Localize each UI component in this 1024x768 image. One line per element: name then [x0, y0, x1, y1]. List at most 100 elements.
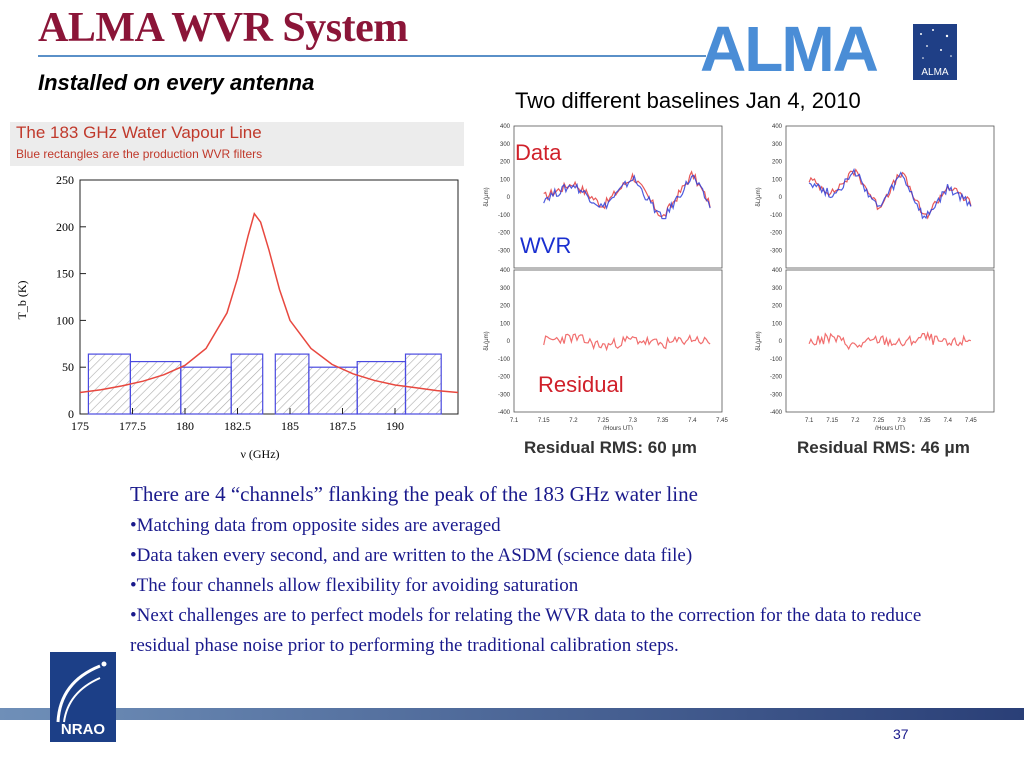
y-axis-label: δL(μm): [484, 331, 490, 350]
y-tick-label: 400: [500, 268, 511, 274]
y-tick-label: 300: [772, 142, 783, 148]
y-tick-label: -100: [498, 213, 511, 219]
y-tick-label: -300: [770, 392, 783, 398]
nrao-logo-label: NRAO: [61, 721, 105, 738]
y-tick-label: 250: [56, 173, 74, 187]
y-tick-label: 100: [500, 177, 511, 183]
bullet-item: •Matching data from opposite sides are a…: [130, 515, 501, 536]
timeseries-group: [543, 167, 972, 352]
y-tick-label: 0: [507, 339, 511, 345]
chart-caption: Blue rectangles are the production WVR f…: [16, 147, 262, 161]
alma-badge-label: ALMA: [921, 67, 949, 78]
chart-title-band: [10, 122, 464, 166]
y-axis-label: δL(μm): [484, 187, 490, 206]
wvr-filter-rect: [308, 366, 358, 415]
panel-data-wvr-right: [785, 125, 995, 269]
x-tick-label: 7.2: [569, 418, 578, 424]
wvr-filter-rect: [129, 360, 182, 415]
panel-data-wvr-left: [513, 125, 723, 269]
bullet-item: •The four channels allow flexibility for…: [130, 575, 579, 596]
page-number: 37: [893, 726, 909, 742]
y-tick-label: 300: [500, 286, 511, 292]
baselines-heading: Two different baselines Jan 4, 2010: [515, 88, 861, 113]
x-axis-label: (Hours UT): [603, 426, 633, 430]
y-axis-label: T_b (K): [15, 281, 29, 320]
x-tick-label: 7.35: [657, 418, 669, 424]
series-line-residual: [808, 331, 972, 351]
alma-logo-text: ALMA: [700, 13, 879, 85]
x-tick-label: 7.45: [716, 418, 728, 424]
y-tick-label: 400: [772, 268, 783, 274]
phase-data-panels: 7.1 7.15 7.2 7.25 7.3 7.35 7.4 7.45 -300 -200 -100…: [484, 124, 995, 430]
x-tick-label: 7.4: [944, 418, 953, 424]
x-tick-label: 7.25: [597, 418, 609, 424]
y-tick-label: 0: [779, 339, 783, 345]
wvr-filter-rect: [404, 353, 442, 415]
wvr-filter-rect: [180, 366, 232, 415]
y-tick-label: -100: [770, 213, 783, 219]
panel-residual-right: [785, 269, 995, 413]
y-tick-label: -100: [770, 357, 783, 363]
y-tick-label: 100: [772, 177, 783, 183]
y-tick-label: 0: [779, 195, 783, 201]
y-tick-label: -400: [498, 410, 511, 416]
x-tick-label: 185: [281, 419, 299, 433]
wvr-filter-rect: [356, 360, 407, 415]
y-tick-label: 100: [772, 321, 783, 327]
y-tick-label: 200: [772, 304, 783, 310]
x-tick-label: 7.15: [538, 418, 550, 424]
axes-group: 175 177.5 180 182.5 185 187.5 190 0 50 100 150 200 2…: [56, 173, 404, 433]
x-tick-label: 175: [71, 419, 89, 433]
bullet-item: •Data taken every second, and are writte…: [130, 545, 693, 566]
y-tick-label: -200: [498, 375, 511, 381]
residual-label: Residual: [538, 372, 624, 397]
x-tick-label: 187.5: [329, 419, 356, 433]
y-tick-label: -100: [498, 357, 511, 363]
x-tick-label: 7.3: [897, 418, 906, 424]
x-tick-label: 180: [176, 419, 194, 433]
chart-title: The 183 GHz Water Vapour Line: [16, 123, 262, 142]
y-tick-label: -200: [770, 231, 783, 237]
slide-title: ALMA WVR System: [38, 5, 408, 51]
x-tick-label: 7.25: [873, 418, 885, 424]
panel-residual-left: [513, 269, 723, 413]
series-line-data: [543, 170, 711, 218]
y-tick-label: 150: [56, 267, 74, 281]
x-tick-label: 7.4: [688, 418, 697, 424]
y-tick-label: -200: [498, 231, 511, 237]
lead-sentence: There are 4 “channels” flanking the peak…: [130, 482, 698, 506]
data-label: Data: [515, 140, 562, 165]
x-tick-label: 7.35: [919, 418, 931, 424]
nrao-logo-icon: NRAO: [50, 652, 116, 742]
y-tick-label: 400: [500, 124, 511, 130]
y-tick-label: 200: [56, 220, 74, 234]
y-tick-label: 0: [507, 195, 511, 201]
y-tick-label: -400: [770, 410, 783, 416]
y-axis-label: δL(μm): [756, 187, 762, 206]
wvr-filter-rect: [230, 353, 264, 415]
y-tick-label: -200: [770, 375, 783, 381]
y-tick-label: 200: [500, 160, 511, 166]
x-tick-label: 7.45: [965, 418, 977, 424]
bullet-item: •Next challenges are to perfect models f…: [130, 605, 922, 656]
y-tick-label: 400: [772, 124, 783, 130]
wvr-filter-rect: [274, 353, 310, 415]
series-line-wvr: [543, 174, 711, 220]
residual-rms-right: Residual RMS: 46 μm: [797, 438, 970, 457]
y-tick-label: 100: [500, 321, 511, 327]
y-tick-label: -300: [498, 248, 511, 254]
y-tick-label: 300: [772, 286, 783, 292]
alma-badge-icon: ALMA: [913, 24, 957, 80]
y-tick-label: 50: [62, 360, 74, 374]
wvr-label: WVR: [520, 233, 572, 258]
x-tick-label: 7.1: [510, 418, 519, 424]
y-tick-label: 300: [500, 142, 511, 148]
series-line-wvr: [808, 167, 972, 220]
x-tick-label: 7.15: [826, 418, 838, 424]
y-tick-label: 100: [56, 313, 74, 327]
x-tick-label: 182.5: [224, 419, 251, 433]
y-tick-label: 0: [68, 407, 74, 421]
plot-frame: [79, 179, 459, 415]
footer-bar: [0, 708, 1024, 720]
x-axis-label: (Hours UT): [875, 426, 905, 430]
